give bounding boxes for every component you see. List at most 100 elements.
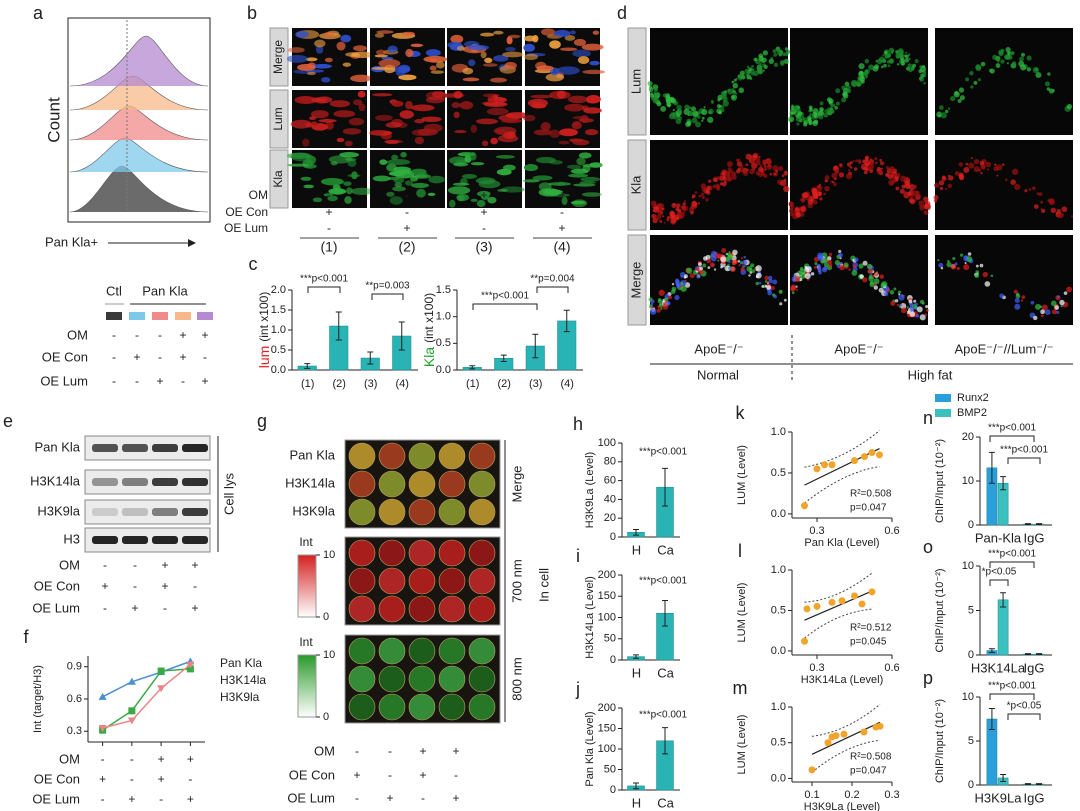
- decoration: [269, 149, 289, 209]
- decoration: [923, 204, 929, 210]
- decoration: [414, 118, 425, 124]
- decoration: [684, 279, 687, 282]
- decoration: [910, 307, 914, 312]
- annotation: ***p<0.001: [481, 291, 530, 302]
- error-bar: [633, 654, 639, 659]
- y-tick-label: 150: [598, 590, 616, 602]
- decoration: [438, 470, 466, 498]
- channel-label: 800 nm: [509, 657, 524, 700]
- decoration: [736, 161, 743, 167]
- decoration: [438, 595, 466, 623]
- decoration: [648, 304, 653, 309]
- decoration: [480, 191, 490, 200]
- y-tick-label: 0: [968, 519, 974, 531]
- decoration: [923, 196, 929, 203]
- decoration: [830, 180, 833, 183]
- decoration: [69, 35, 209, 87]
- decoration: [483, 101, 508, 107]
- confidence-band: [804, 430, 880, 468]
- row-mark: -: [133, 558, 137, 572]
- decoration: [721, 248, 727, 254]
- decoration: [497, 134, 519, 143]
- decoration: [414, 136, 425, 145]
- genotype-label: ApoE⁻/⁻: [834, 341, 883, 356]
- decoration: [984, 281, 991, 287]
- decoration: [416, 188, 426, 198]
- decoration: [470, 198, 478, 202]
- decoration: [676, 285, 680, 289]
- point: [801, 502, 808, 510]
- decoration: [846, 88, 852, 94]
- row-mark: +: [158, 752, 165, 766]
- decoration: [572, 139, 590, 146]
- stat-label: R²=0.512: [850, 623, 892, 634]
- decoration: [480, 51, 487, 59]
- decoration: [947, 107, 951, 111]
- x-tick-label: Ca: [657, 542, 674, 557]
- row-label: H3K9la: [292, 503, 335, 518]
- decoration: [1011, 61, 1017, 66]
- annotation: ***p<0.001: [300, 274, 349, 285]
- decoration: [732, 259, 738, 265]
- decoration: [933, 199, 938, 203]
- decoration: [732, 249, 738, 256]
- row-mark: +: [161, 579, 168, 593]
- decoration: [970, 157, 973, 160]
- decoration: [847, 169, 851, 172]
- decoration: [501, 118, 523, 124]
- decoration: [468, 498, 496, 526]
- row-mark: +: [179, 328, 186, 342]
- decoration: [701, 195, 705, 200]
- y-axis-label: ChIP/Input (10⁻²): [934, 568, 946, 652]
- decoration: [376, 49, 387, 55]
- decoration: [429, 65, 437, 71]
- y-tick-label: 0.5: [771, 467, 786, 479]
- error-bar: [1000, 592, 1007, 608]
- decoration: [800, 273, 807, 279]
- decoration: [851, 270, 858, 276]
- decoration: [866, 263, 873, 270]
- y-tick-label: 0: [610, 654, 616, 666]
- y-axis-label: Pan Kla (Level): [584, 711, 596, 786]
- row-mark: -: [130, 772, 134, 786]
- decoration: [348, 442, 376, 470]
- decoration: [152, 444, 178, 452]
- y-axis-label-unit: (int x100): [422, 293, 436, 343]
- decoration: [495, 155, 515, 159]
- channel-label: Lum: [271, 107, 285, 130]
- decoration: [935, 409, 951, 417]
- decoration: [453, 90, 463, 99]
- decoration: [378, 470, 406, 498]
- error-bar: [662, 727, 668, 755]
- decoration: [995, 63, 1001, 68]
- decoration: [862, 277, 868, 283]
- x-tick-label: H3K9La: [975, 790, 1023, 805]
- y-tick-label: 10: [962, 475, 974, 487]
- decoration: [772, 49, 777, 54]
- decoration: [577, 56, 590, 65]
- decoration: [706, 258, 712, 264]
- stat-label: R²=0.508: [850, 752, 892, 763]
- decoration: [790, 284, 797, 291]
- decoration: [674, 295, 680, 301]
- decoration: [738, 87, 745, 94]
- decoration: [1040, 309, 1046, 315]
- y-tick-label: 0.0: [771, 508, 786, 520]
- decoration: [909, 311, 916, 317]
- decoration: [1033, 315, 1038, 321]
- decoration: [831, 110, 835, 114]
- row-mark: +: [480, 205, 487, 219]
- decoration: [706, 185, 711, 191]
- decoration: [700, 192, 705, 196]
- decoration: [423, 123, 443, 133]
- y-tick-label: 100: [598, 437, 616, 449]
- decoration: [175, 312, 191, 320]
- decoration: [69, 137, 209, 173]
- decoration: [763, 165, 767, 168]
- row-label: OE Con: [289, 767, 335, 782]
- decoration: [327, 195, 338, 202]
- confidence-band: [804, 572, 873, 603]
- decoration: [670, 112, 675, 117]
- decoration: [386, 191, 395, 197]
- decoration: [482, 63, 498, 67]
